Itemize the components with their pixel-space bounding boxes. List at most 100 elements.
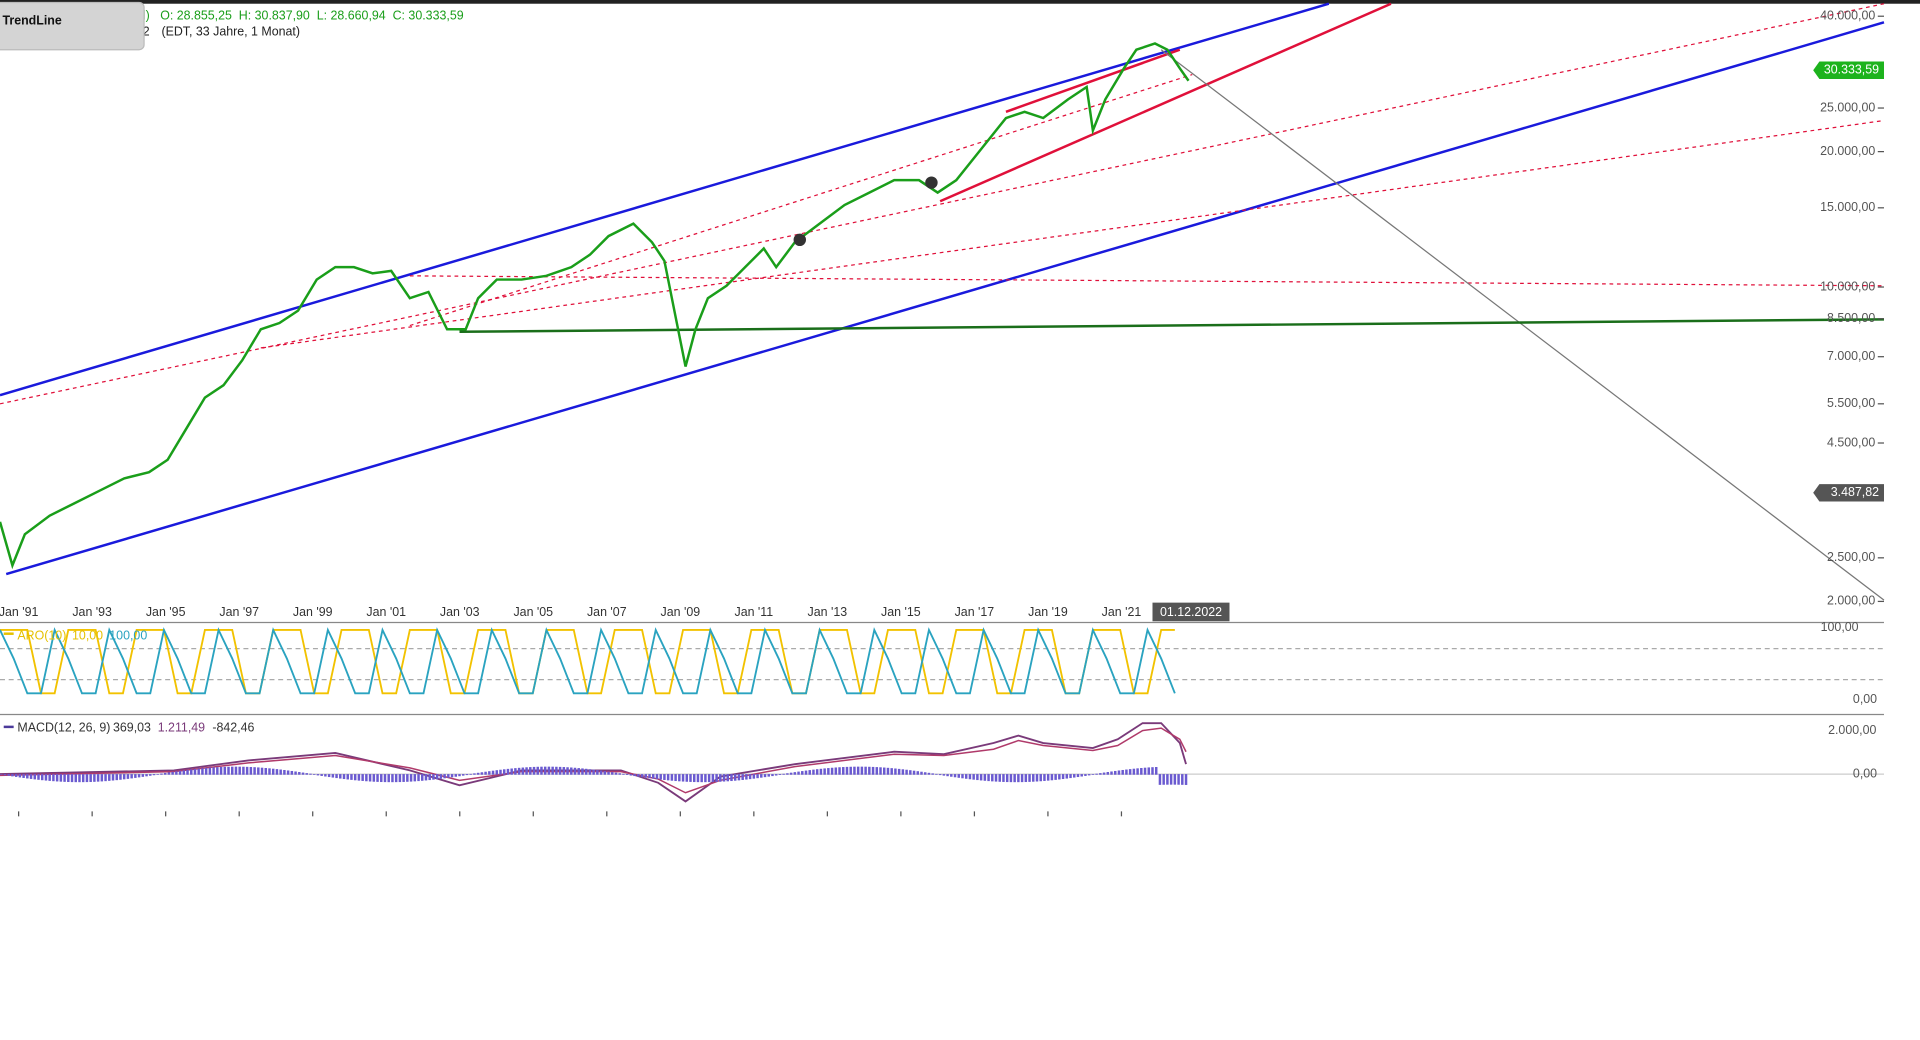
hist-bar — [1080, 774, 1083, 777]
hist-bar — [193, 768, 197, 775]
hist-bar — [607, 771, 610, 775]
hist-bar — [823, 768, 826, 775]
hist-bar — [257, 767, 260, 775]
price-tag-label: 30.333,59 — [1824, 63, 1879, 77]
hist-bar — [361, 774, 364, 781]
hist-bar — [275, 769, 279, 775]
hist-bar — [570, 767, 573, 775]
hist-bar — [1132, 768, 1136, 775]
hist-bar — [1162, 774, 1165, 785]
hist-bar — [230, 766, 234, 775]
hist-bar — [1017, 774, 1020, 783]
hist-bar — [1151, 767, 1154, 775]
hist-bar — [532, 766, 536, 775]
price-tag — [1813, 484, 1884, 502]
tooltip[interactable] — [0, 1, 145, 51]
hist-bar — [894, 768, 897, 775]
hist-bar — [611, 772, 614, 775]
hist-bar — [461, 774, 465, 776]
hist-bar — [298, 772, 301, 775]
hist-bar — [264, 767, 268, 775]
hist-bar — [70, 774, 74, 783]
hist-bar — [815, 769, 819, 775]
hist-bar — [1020, 774, 1024, 783]
hist-bar — [830, 767, 834, 775]
aroon-down: 10,00 — [72, 628, 103, 642]
hist-bar — [797, 771, 800, 775]
hist-bar — [514, 768, 517, 775]
hist-bar — [991, 774, 994, 782]
hist-bar — [286, 770, 290, 775]
hist-bar — [510, 768, 513, 775]
hist-bar — [711, 774, 715, 783]
hist-bar — [126, 774, 130, 779]
hist-bar — [525, 767, 528, 775]
hist-bar — [223, 766, 227, 775]
hist-bar — [253, 767, 256, 775]
hist-bar — [1039, 774, 1042, 782]
aroon-name: ARO(10) — [17, 628, 66, 642]
hist-bar — [927, 772, 931, 775]
hist-bar — [1069, 774, 1072, 779]
macd-v3: -842,46 — [212, 720, 254, 734]
hist-bar — [1147, 767, 1151, 775]
legend-icon — [3, 725, 14, 729]
hist-bar — [44, 774, 48, 781]
hist-bar — [849, 766, 852, 775]
hist-bar — [644, 774, 648, 778]
hist-bar — [838, 767, 841, 775]
time-label: Jan '09 — [661, 605, 701, 619]
hist-bar — [789, 772, 793, 775]
hist-bar — [961, 774, 964, 779]
hist-bar — [696, 774, 700, 783]
hist-bar — [771, 774, 774, 777]
hist-bar — [778, 774, 782, 775]
hist-bar — [439, 774, 443, 779]
channel-upper — [0, 2, 1330, 397]
legend-icon — [3, 632, 14, 635]
hist-bar — [547, 766, 551, 775]
time-label: Jan '01 — [366, 605, 406, 619]
top-bar — [0, 0, 1920, 4]
hist-bar — [417, 774, 420, 782]
hist-bar — [521, 767, 525, 775]
hist-bar — [368, 774, 372, 782]
hist-bar — [409, 774, 413, 782]
hist-bar — [935, 773, 938, 775]
macd-axis: 0,00 — [1853, 766, 1877, 780]
hist-bar — [588, 769, 592, 775]
header-info: (EDT, 33 Jahre, 1 Monat) — [161, 25, 300, 39]
hist-bar — [309, 773, 312, 775]
hist-bar — [1177, 774, 1180, 785]
hist-bar — [979, 774, 983, 781]
hist-bar — [40, 774, 44, 781]
hist-bar — [1117, 770, 1121, 775]
hist-bar — [879, 767, 882, 775]
hist-bar — [614, 772, 618, 775]
hist-bar — [365, 774, 368, 782]
hist-bar — [603, 771, 607, 775]
hist-bar — [1061, 774, 1065, 780]
hist-bar — [320, 774, 323, 776]
macd-signal — [0, 727, 1187, 794]
hist-bar — [529, 767, 532, 775]
hist-bar — [748, 774, 752, 780]
hist-bar — [376, 774, 379, 782]
hist-bar — [670, 774, 674, 781]
hist-bar — [458, 774, 461, 777]
hist-bar — [1084, 774, 1087, 776]
hist-bar — [11, 774, 14, 777]
hist-bar — [502, 769, 506, 775]
time-label: Jan '11 — [734, 605, 773, 619]
hist-bar — [663, 774, 666, 780]
hist-bar — [119, 774, 122, 780]
hist-bar — [923, 772, 927, 775]
hist-bar — [543, 766, 547, 775]
drawings — [0, 2, 1885, 601]
hist-bar — [424, 774, 428, 781]
hist-bar — [1154, 767, 1158, 775]
hist-bar — [599, 770, 603, 775]
hist-bar — [346, 774, 349, 780]
hist-bar — [167, 772, 171, 775]
hist-bar — [327, 774, 331, 778]
